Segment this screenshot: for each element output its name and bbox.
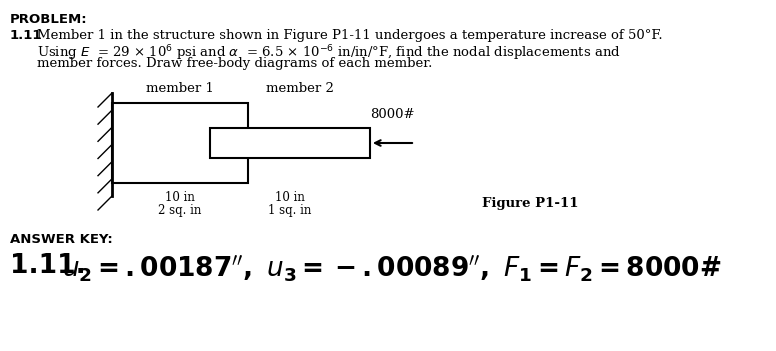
Text: 10 in: 10 in xyxy=(165,191,195,204)
Text: 1.11.: 1.11. xyxy=(10,253,86,279)
Bar xyxy=(112,103,248,183)
Text: 2 sq. in: 2 sq. in xyxy=(158,204,202,217)
Text: 10 in: 10 in xyxy=(275,191,305,204)
Text: member forces. Draw free-body diagrams of each member.: member forces. Draw free-body diagrams o… xyxy=(37,57,432,70)
Text: Member 1 in the structure shown in Figure P1-11 undergoes a temperature increase: Member 1 in the structure shown in Figur… xyxy=(37,29,663,42)
Text: Using $E$  = 29 × 10$^6$ psi and $\alpha$  = 6.5 × 10$^{-6}$ in/in/°F, find the : Using $E$ = 29 × 10$^6$ psi and $\alpha$… xyxy=(37,43,621,62)
Text: member 1: member 1 xyxy=(146,82,214,95)
Text: 8000#: 8000# xyxy=(370,108,415,121)
Text: ANSWER KEY:: ANSWER KEY: xyxy=(10,233,113,246)
Text: Figure P1-11: Figure P1-11 xyxy=(482,197,578,210)
Text: 1.11: 1.11 xyxy=(10,29,43,42)
Text: 1 sq. in: 1 sq. in xyxy=(268,204,312,217)
Text: PROBLEM:: PROBLEM: xyxy=(10,13,88,26)
Text: $\mathbf{\mathit{u}_2 = .00187'',\ \mathit{u}_3 = -.00089'',\ \mathit{F}_1 = \ma: $\mathbf{\mathit{u}_2 = .00187'',\ \math… xyxy=(62,253,722,284)
Bar xyxy=(210,128,370,158)
Text: member 2: member 2 xyxy=(266,82,334,95)
